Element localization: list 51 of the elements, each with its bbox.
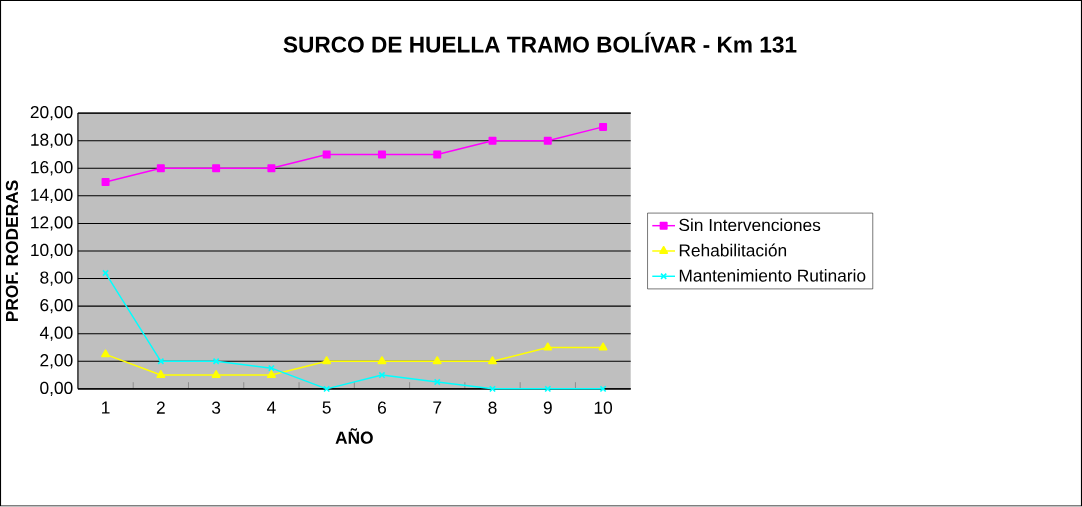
y-tick-label: 18,00 [31, 133, 73, 149]
point [599, 385, 607, 393]
y-tick-label: 0,00 [40, 381, 73, 397]
chart-title: SURCO DE HUELLA TRAMO BOLÍVAR - Km 131 [283, 32, 797, 53]
x-tick-label: 5 [322, 401, 331, 414]
y-tick-label: 12,00 [31, 216, 73, 231]
point [433, 150, 442, 159]
point [377, 356, 387, 365]
point [599, 123, 608, 132]
legend-label: Mantenimiento Rutinario [679, 269, 866, 282]
x-axis-title: AÑO [335, 428, 373, 445]
point [544, 385, 552, 393]
point [377, 150, 386, 159]
y-tick-label: 20,00 [30, 106, 73, 121]
y-tick-label: 8,00 [40, 271, 73, 286]
x-tick-label: 1 [102, 401, 110, 414]
point [488, 356, 497, 365]
point [378, 371, 386, 379]
x-tick-label: 6 [378, 401, 387, 415]
point [266, 370, 276, 379]
point [432, 356, 442, 365]
x-tick-label: 9 [543, 401, 552, 415]
x-tick-label: 3 [211, 401, 221, 415]
point [488, 136, 497, 145]
legend-label: Rehabilitación [679, 243, 787, 257]
point [156, 370, 166, 379]
point [101, 178, 110, 187]
point [101, 349, 111, 358]
x-tick-label: 2 [156, 401, 165, 414]
x-tick-label: 10 [594, 401, 613, 415]
point [267, 164, 276, 173]
point [211, 370, 221, 379]
point [157, 358, 165, 365]
y-tick-label: 2,00 [40, 354, 73, 369]
point [598, 342, 608, 351]
x-tick-label: 8 [488, 401, 497, 415]
y-tick-label: 4,00 [39, 326, 73, 342]
y-tick-label: 10,00 [31, 244, 73, 259]
point [543, 342, 553, 351]
point [322, 356, 332, 365]
y-axis-title: PROF. RODERAS [5, 180, 19, 322]
point [322, 150, 331, 159]
point [156, 164, 165, 173]
y-tick-label: 14,00 [31, 188, 73, 204]
point [212, 164, 221, 173]
x-tick-label: 4 [266, 401, 276, 414]
legend-label: Sin Intervenciones [679, 218, 821, 232]
point [543, 136, 552, 145]
y-tick-label: 6,00 [40, 299, 73, 314]
y-tick-label: 16,00 [31, 161, 73, 176]
x-tick-label: 7 [433, 401, 442, 414]
